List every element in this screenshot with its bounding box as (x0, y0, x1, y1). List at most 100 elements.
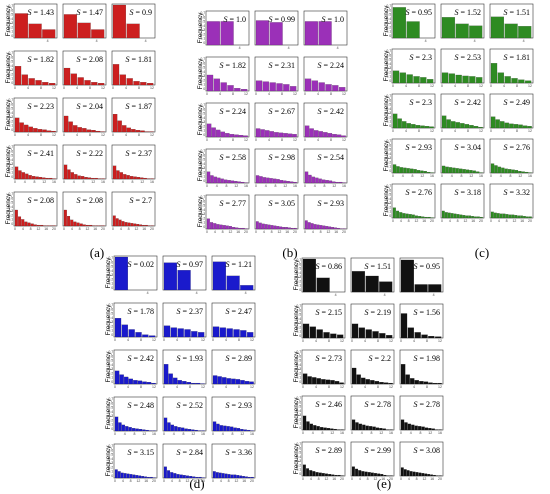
histogram-bar (262, 81, 269, 92)
y-tick-label: 0.3 (108, 273, 113, 277)
entropy-value-label: S = 1.82 (219, 61, 246, 70)
histogram-bar (126, 175, 130, 180)
y-tick-label: 0 (111, 427, 113, 431)
histogram-bar (216, 129, 221, 138)
entropy-value: 2.19 (377, 308, 391, 317)
histogram-bar (117, 120, 122, 133)
entropy-value: 1.81 (516, 53, 530, 62)
histogram-bar (379, 382, 384, 385)
x-tick-label: 0 (255, 184, 257, 188)
histogram-bar (518, 171, 522, 174)
x-tick-label: 4 (171, 479, 173, 483)
x-tick-label: 12 (438, 339, 442, 343)
x-tick-label: 20 (479, 219, 483, 223)
histogram-bar (139, 224, 143, 227)
x-tick-label: 0 (212, 432, 214, 436)
x-tick-label: 0 (206, 184, 208, 188)
histogram-bar (198, 476, 202, 479)
entropy-symbol: S (315, 446, 319, 455)
histogram-panel: S = 2.52 0 4 8 12 16 (162, 396, 207, 436)
histogram-bar (283, 180, 287, 184)
histogram-bar (213, 78, 220, 92)
x-tick-label: 4 (245, 291, 247, 295)
x-tick-label: 8 (418, 84, 420, 88)
entropy-value: 1.21 (238, 260, 252, 269)
histogram-bar (227, 474, 231, 479)
y-tick-label: 0.7 (386, 49, 391, 53)
frequency-axis-label: Frequency (5, 52, 12, 83)
histogram-panel: S = 1.21 4 (211, 255, 256, 295)
y-tick-label: 0.2 (296, 279, 301, 283)
entropy-value-label: S = 2.52 (176, 401, 203, 410)
histogram-bar (194, 429, 198, 432)
x-tick-label: 12 (152, 385, 156, 389)
x-tick-label: 4 (71, 227, 73, 231)
entropy-value-label: S = 2.7 (129, 196, 152, 205)
x-tick-label: 0 (304, 230, 306, 234)
histogram-panel: S = 2.84 0 4 8 12 16 20 (162, 443, 207, 483)
histogram-bar (206, 21, 220, 46)
histogram-bar (231, 378, 236, 385)
y-tick-label: 0.4 (296, 455, 301, 459)
histogram-bar (260, 129, 265, 138)
histogram-bar (526, 216, 529, 219)
histogram-bar (413, 169, 417, 174)
histogram-bar (327, 133, 333, 138)
histogram-bar (309, 470, 313, 477)
histogram-bar (383, 382, 389, 385)
entropy-value: 2.78 (426, 400, 440, 409)
histogram-bar (328, 474, 332, 477)
histogram-bar (339, 382, 344, 385)
histogram-bar (177, 270, 191, 291)
histogram-bar (511, 214, 515, 219)
y-tick-label: 0 (389, 124, 391, 128)
x-tick-label: 12 (414, 219, 418, 223)
histogram-bar (490, 163, 495, 174)
frequency-axis-label: Frequency (105, 445, 112, 476)
histogram-bar (219, 327, 226, 338)
histogram-bar (432, 382, 438, 385)
histogram-bar (37, 224, 40, 227)
y-tick-label: 0.2 (8, 25, 13, 29)
entropy-value-label: S = 2.2 (368, 354, 391, 363)
histogram-bar (192, 476, 196, 479)
x-tick-label: 0 (351, 385, 353, 389)
histogram-bar (112, 114, 118, 133)
histogram-bar (249, 381, 254, 385)
histogram-bar (407, 327, 414, 339)
histogram-bar (14, 13, 28, 39)
histogram-bar (212, 421, 217, 432)
x-tick-label: 4 (361, 431, 363, 435)
x-tick-label: 0 (112, 180, 114, 184)
frequency-axis-label: Frequency (5, 99, 12, 130)
x-tick-label: 4 (24, 180, 26, 184)
y-tick-label: 0.5 (296, 267, 301, 271)
entropy-symbol: S (127, 448, 131, 457)
histogram-bar (431, 428, 435, 431)
entropy-value-label: S = 1.21 (225, 260, 252, 269)
entropy-symbol: S (125, 102, 129, 111)
entropy-value-label: S = 2.49 (503, 98, 530, 107)
y-tick-label: 0.1 (108, 282, 113, 286)
histogram-bar (405, 213, 409, 219)
histogram-bar (74, 174, 78, 180)
y-tick-label: 0.2 (296, 463, 301, 467)
histogram-bar (330, 380, 335, 385)
histogram-bar (133, 81, 140, 86)
histogram-bar (320, 427, 324, 431)
histogram-bar (455, 74, 462, 84)
histogram-bar (130, 176, 134, 180)
entropy-value-label: S = 2.67 (268, 107, 295, 116)
y-tick-label: 0.2 (386, 25, 391, 29)
histogram-bar (399, 167, 403, 174)
x-tick-label: 4 (47, 39, 49, 43)
histogram-bar (132, 474, 136, 479)
x-tick-label: 12 (228, 230, 232, 234)
entropy-symbol: S (503, 188, 507, 197)
x-tick-label: 16 (142, 227, 146, 231)
x-tick-label: 0 (490, 129, 492, 133)
histogram-bar (138, 475, 142, 479)
histogram-panel: S = 2.08 0 4 8 12 16 20 (62, 191, 107, 231)
